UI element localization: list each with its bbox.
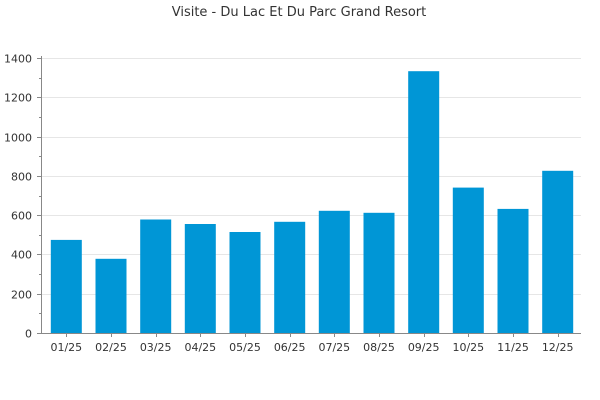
gridlines [41,58,581,295]
bar [50,239,82,333]
bar [95,258,127,334]
x-axis-ticks: 01/25 02/25 03/25 04/25 05/25 06/25 07/25 08/25… [50,333,574,354]
x-tick-label: 08/25 [363,341,395,354]
y-tick-label: 200 [11,289,32,302]
y-axis-ticks: 0 200 400 600 800 1000 1200 1400 [4,53,41,341]
y-tick-label: 400 [11,249,32,262]
x-tick-label: 05/25 [229,341,261,354]
x-tick-label: 09/25 [408,341,440,354]
bars [50,71,574,334]
y-tick-label: 1200 [4,92,32,105]
y-tick-label: 1400 [4,53,32,66]
bar [363,212,395,333]
y-tick-label: 600 [11,210,32,223]
x-tick-label: 12/25 [542,341,574,354]
bar [229,232,261,333]
x-tick-label: 01/25 [50,341,82,354]
x-tick-label: 03/25 [140,341,172,354]
bar [452,187,484,333]
x-tick-label: 06/25 [274,341,306,354]
bar [408,71,440,333]
bar [184,224,216,333]
y-tick-label: 0 [25,328,32,341]
bar [140,219,172,333]
y-tick-label: 800 [11,171,32,184]
bar [274,221,306,333]
chart-title: Visite - Du Lac Et Du Parc Grand Resort [172,5,427,20]
x-tick-label: 11/25 [497,341,529,354]
bar [497,208,529,333]
axes [41,56,581,334]
bar [542,170,574,334]
y-tick-label: 1000 [4,132,32,145]
x-tick-label: 10/25 [452,341,484,354]
x-tick-label: 07/25 [318,341,350,354]
bar [318,210,350,333]
x-tick-label: 04/25 [184,341,216,354]
x-tick-label: 02/25 [95,341,127,354]
